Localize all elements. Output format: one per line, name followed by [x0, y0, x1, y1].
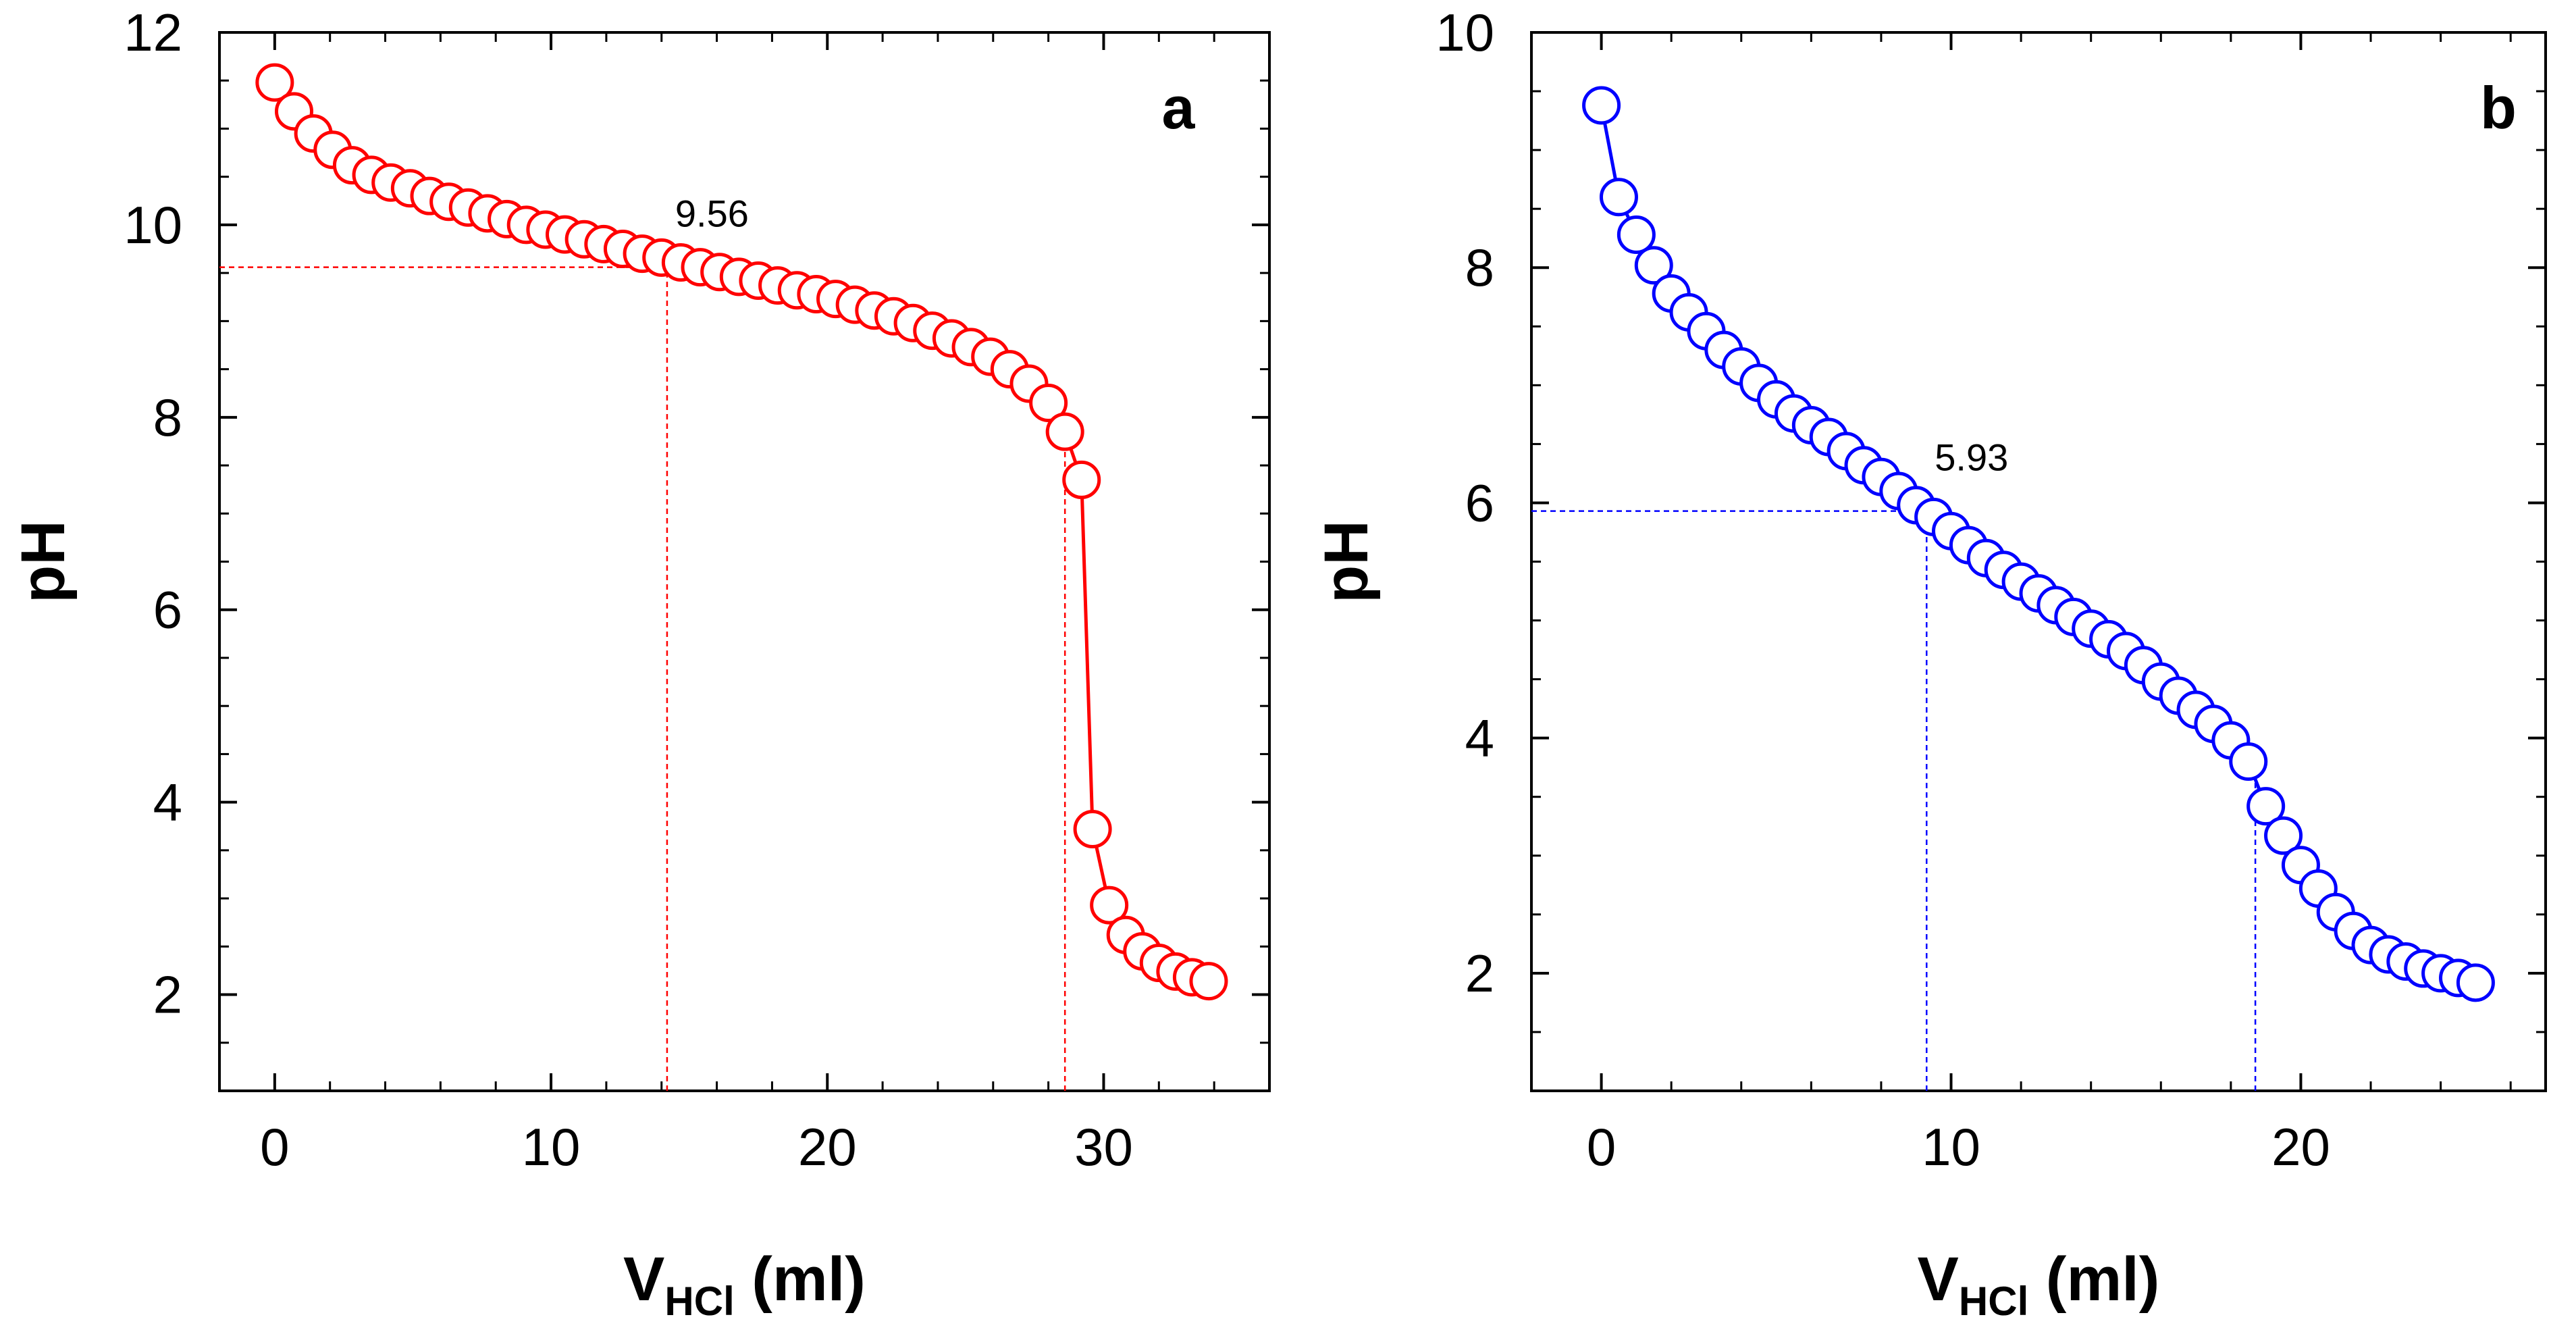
y-tick-label: 8: [1465, 238, 1494, 297]
x-axis-title-main: V: [1918, 1245, 1959, 1314]
x-axis-title-main: V: [623, 1245, 664, 1314]
annotation-label: 9.56: [675, 193, 749, 235]
panel-letter: b: [2480, 74, 2517, 141]
y-tick-label: 6: [153, 580, 182, 640]
data-point: [1599, 178, 1638, 217]
data-point: [1090, 886, 1129, 925]
data-point: [2246, 787, 2286, 826]
data-point: [1634, 246, 1673, 285]
data-point: [1582, 86, 1621, 125]
y-tick-label: 12: [124, 3, 182, 62]
x-tick-label: 20: [798, 1117, 857, 1177]
x-axis-title-unit: (ml): [2028, 1245, 2159, 1314]
x-axis-title-unit: (ml): [735, 1245, 866, 1314]
y-tick-label: 8: [153, 388, 182, 447]
data-point: [1616, 215, 1656, 254]
panel-b: 0 10 20 2 4 6 8 10 5.93 b pH VHCl (ml): [1312, 3, 2547, 1324]
y-tick-label: 10: [1436, 3, 1494, 62]
x-axis-title: VHCl (ml): [623, 1245, 866, 1324]
y-tick-label: 2: [1465, 944, 1494, 1003]
data-point: [255, 63, 294, 102]
data-point: [1062, 460, 1101, 499]
x-tick-label: 0: [1587, 1117, 1616, 1177]
x-axis-title-sub: HCl: [1959, 1279, 2028, 1324]
x-tick-label: 30: [1074, 1117, 1133, 1177]
y-axis-title: pH: [9, 520, 78, 603]
x-axis-title: VHCl (ml): [1918, 1245, 2160, 1324]
x-tick-label: 10: [522, 1117, 581, 1177]
y-axis-title: pH: [1312, 520, 1381, 603]
x-tick-label: 20: [2271, 1117, 2330, 1177]
annotation-label: 5.93: [1935, 436, 2008, 479]
y-tick-label: 10: [124, 195, 182, 255]
data-point: [2264, 816, 2303, 855]
data-point: [1029, 383, 1068, 422]
data-point: [2229, 742, 2268, 781]
plot-frame: [1530, 31, 2547, 1092]
panel-a: 0 10 20 30 2 4 6 8 10 12 9.56 a pH VHCl (ml): [9, 3, 1271, 1324]
data-point: [1189, 962, 1228, 1001]
y-tick-label: 4: [153, 773, 182, 832]
data-point: [1045, 412, 1084, 451]
x-tick-label: 0: [260, 1117, 289, 1177]
y-tick-label: 4: [1465, 709, 1494, 768]
series-line: [1600, 105, 2477, 985]
y-tick-label: 2: [153, 965, 182, 1025]
x-tick-label: 10: [1922, 1117, 1980, 1177]
data-point: [2456, 963, 2495, 1002]
data-point: [1073, 810, 1112, 849]
panel-letter: a: [1162, 74, 1196, 141]
y-tick-label: 6: [1465, 473, 1494, 532]
x-axis-title-sub: HCl: [664, 1279, 734, 1324]
